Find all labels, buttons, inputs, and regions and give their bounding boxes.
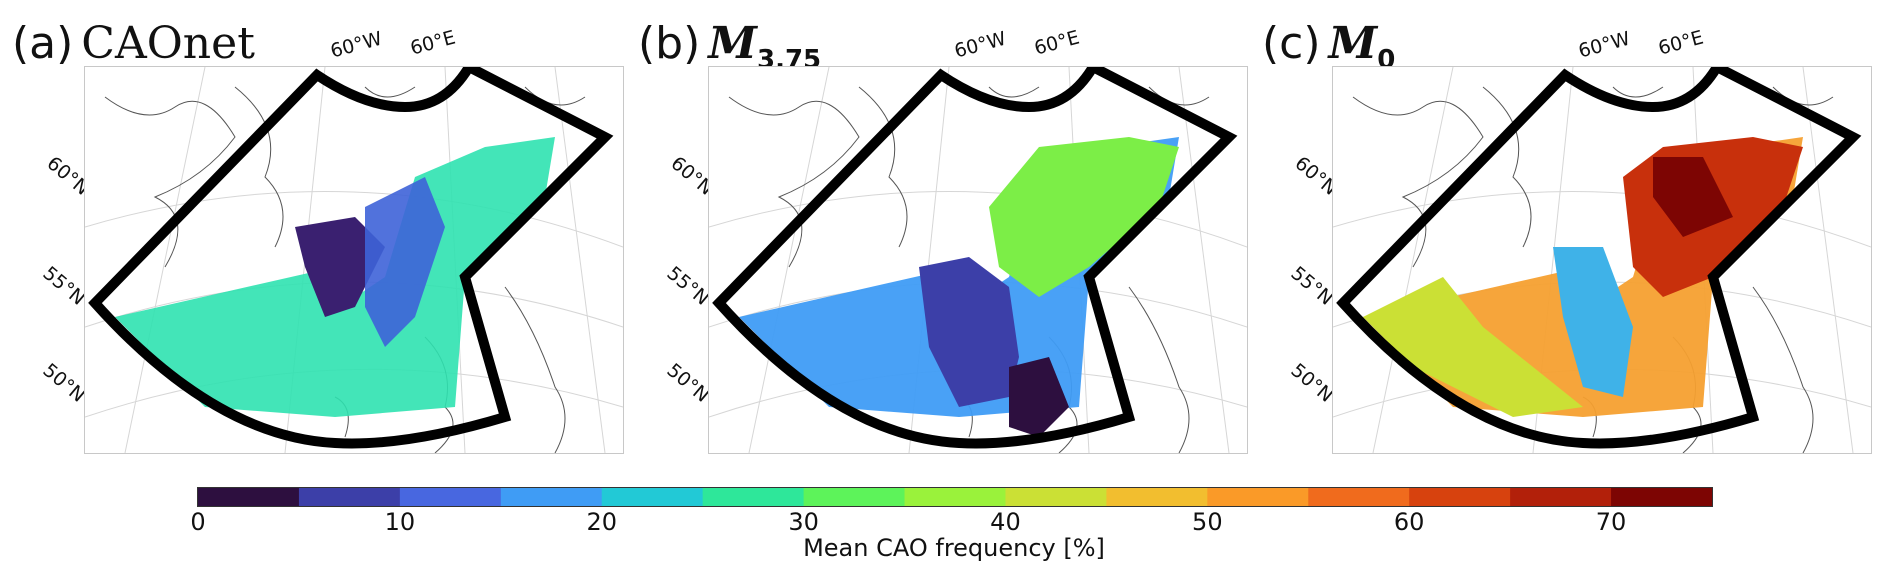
colorbar-segment	[702, 488, 805, 506]
colorbar-segment	[1409, 488, 1511, 506]
panel-b-map	[708, 66, 1248, 454]
panel-a-map	[84, 66, 624, 454]
panel-a-title: (a) CAOnet	[12, 18, 255, 69]
panel-a-letter: (a)	[12, 18, 74, 69]
panel-b-green-region	[989, 137, 1179, 297]
colorbar-segment	[803, 488, 906, 506]
panel-b-graticule	[709, 67, 1247, 453]
panel-c-letter: (c)	[1262, 18, 1321, 69]
panel-a: (a) CAOnet 60°W 60°E 60°N 55°N 50°N	[0, 0, 624, 470]
panel-c: (c) M0 60°W 60°E 60°N 55°N 50°N	[1248, 0, 1872, 470]
colorbar-tick-label: 70	[1595, 508, 1627, 536]
panel-c-darkred-region	[1653, 157, 1733, 237]
panel-b-letter: (b)	[638, 18, 701, 69]
panel-b-lon-right: 60°E	[1031, 26, 1082, 60]
colorbar-svg	[198, 488, 1712, 506]
panel-b-darkest-region	[1009, 357, 1069, 437]
panel-c-map	[1332, 66, 1872, 454]
panel-c-name: M	[1328, 18, 1378, 69]
panel-c-yellow-region	[1363, 277, 1583, 417]
panel-c-lat-50: 50°N	[1286, 359, 1338, 407]
panel-b-name: M	[708, 18, 757, 69]
colorbar-segment	[1611, 488, 1712, 506]
colorbar-segment	[500, 488, 603, 506]
panel-a-low-region	[295, 217, 385, 317]
panel-a-mid-region	[365, 177, 445, 347]
panel-b: (b) M3.75 60°W 60°E 60°N 55°N 50°N	[624, 0, 1248, 470]
colorbar-segment	[1308, 488, 1410, 506]
colorbar-segment	[1106, 488, 1208, 506]
colorbar-tick-label: 50	[1192, 508, 1223, 536]
panel-a-lat-50: 50°N	[38, 359, 90, 407]
panel-b-lat-50: 50°N	[662, 359, 714, 407]
colorbar-segment	[1510, 488, 1612, 506]
colorbar-tick-label: 10	[384, 508, 416, 536]
panel-a-lon-right: 60°E	[407, 26, 458, 60]
colorbar-tick-label: 0	[190, 508, 206, 536]
colorbar-tick-label: 40	[990, 508, 1021, 536]
panel-a-lon-left: 60°W	[328, 27, 385, 63]
colorbar-segment	[904, 488, 1006, 506]
panel-c-title: (c) M0	[1262, 18, 1395, 75]
panel-c-blue-region	[1553, 247, 1633, 397]
panel-c-lon-right: 60°E	[1655, 26, 1706, 60]
colorbar-segment	[1005, 488, 1107, 506]
panel-a-domain-outline	[88, 67, 614, 449]
colorbar-label: Mean CAO frequency [%]	[803, 534, 1105, 562]
panel-c-domain-outline	[1336, 67, 1862, 449]
panel-b-lon-left: 60°W	[952, 27, 1009, 63]
colorbar-segment	[298, 488, 401, 506]
panel-b-map-svg	[709, 67, 1247, 453]
panel-b-dark-region	[919, 257, 1019, 407]
panel-b-domain-outline	[712, 67, 1238, 449]
panel-a-name: CAOnet	[81, 18, 255, 69]
panel-c-lat-55: 55°N	[1286, 262, 1338, 310]
panel-a-map-svg	[85, 67, 623, 453]
panel-a-lat-55: 55°N	[38, 262, 90, 310]
colorbar-tick-label: 30	[788, 508, 819, 536]
colorbar-segment	[399, 488, 502, 506]
panel-b-lat-55: 55°N	[662, 262, 714, 310]
colorbar-tick-label: 20	[586, 508, 617, 536]
colorbar	[197, 487, 1713, 507]
colorbar-tick-label: 60	[1393, 508, 1425, 536]
colorbar-segment	[1207, 488, 1309, 506]
panel-c-map-svg	[1333, 67, 1871, 453]
colorbar-segment	[601, 488, 704, 506]
colorbar-segment	[198, 488, 300, 506]
panel-c-lon-left: 60°W	[1576, 27, 1633, 63]
